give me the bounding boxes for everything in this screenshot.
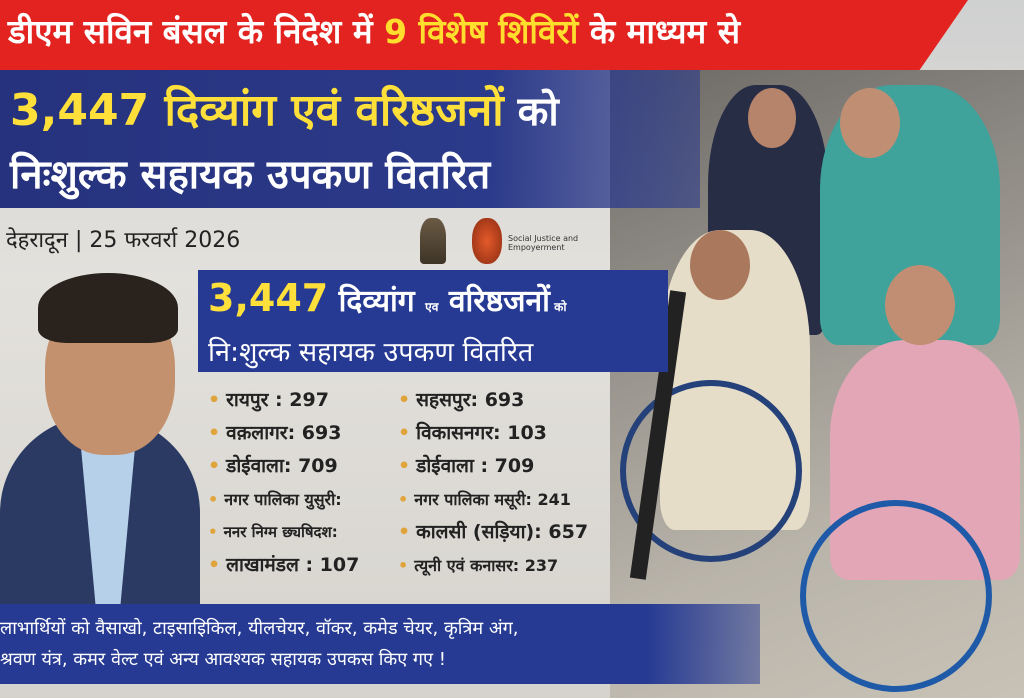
national-emblem-logo	[420, 218, 446, 264]
camp-item: वक़लागर: 693	[208, 419, 398, 448]
dateline: देहरादून | 25 फरवर्रा 2026	[6, 228, 241, 253]
top-banner	[0, 0, 968, 70]
photo-elderly-woman-head	[690, 230, 750, 300]
headline: 3,447 दिव्यांग एवं वरिष्ठजनों को	[10, 78, 559, 138]
subheadline-w1: दिव्यांग	[328, 284, 426, 319]
camp-item: डोईवाला: 709	[208, 452, 398, 481]
banner-highlight: 9 विशेष शिविरों	[384, 12, 579, 51]
headline-line2: निःशुल्क सहायक उपकण वितरित	[10, 152, 491, 198]
photo-woman-head	[840, 88, 900, 158]
camp-item: डोईवाला : 709	[398, 452, 638, 481]
camp-item: सहसपुर: 693	[398, 386, 638, 415]
subheadline-w2: एव	[425, 300, 439, 314]
portrait-hair	[38, 273, 178, 343]
tricycle-wheel	[800, 500, 992, 692]
camp-item: ननर निग्म छ्यषिदश:	[208, 518, 398, 547]
subheadline-w3: वरिष्ठजनों	[438, 284, 550, 319]
banner-prefix: डीएम सविन बंसल के निदेश में	[8, 12, 385, 51]
headline-band	[0, 70, 700, 208]
subheadline-line2: नि:शुल्क सहायक उपकण वितरित	[208, 337, 534, 368]
camp-item: नगर पालिका युसुरी:	[208, 485, 398, 514]
footer-line1: लाभार्थियों को वैसाखो, टाइसाइिकिल, यीलचे…	[0, 618, 519, 639]
photo-officer-head	[748, 88, 796, 148]
camp-list: रायपुर : 297 सहसपुर: 693 वक़लागर: 693 वि…	[208, 386, 638, 580]
camp-item: त्यूनी एवं कनासर: 237	[398, 551, 638, 580]
photo-elderly-man-head	[885, 265, 955, 345]
camp-item: विकासनगर: 103	[398, 419, 638, 448]
footer-band	[0, 604, 760, 684]
headline-line1: दिव्यांग एवं वरिष्ठजनों	[149, 85, 504, 136]
camp-item: लाखामंडल : 107	[208, 551, 398, 580]
subheadline-band	[198, 270, 668, 372]
subheadline: 3,447 दिव्यांग एव वरिष्ठजनों को	[208, 276, 566, 320]
subheadline-count: 3,447	[208, 276, 329, 320]
ministry-logo	[472, 218, 502, 264]
camp-item: कालसी (सड़िया): 657	[398, 518, 638, 547]
camp-item: रायपुर : 297	[208, 386, 398, 415]
footer-line2: श्रवण यंत्र, कमर वेल्ट एवं अन्य आवश्यक स…	[0, 649, 446, 670]
ministry-logo-text: Social Justice and Empoyerment	[508, 234, 579, 252]
banner-suffix: के माध्यम से	[578, 12, 741, 51]
headline-count: 3,447	[10, 85, 150, 136]
subheadline-w4: को	[549, 300, 567, 314]
headline-line1-end: को	[503, 89, 559, 135]
dm-portrait	[0, 265, 200, 610]
top-banner-text: डीएम सविन बंसल के निदेश में 9 विशेष शिवि…	[8, 8, 740, 53]
camp-item: नगर पालिका मसूरी: 241	[398, 485, 638, 514]
